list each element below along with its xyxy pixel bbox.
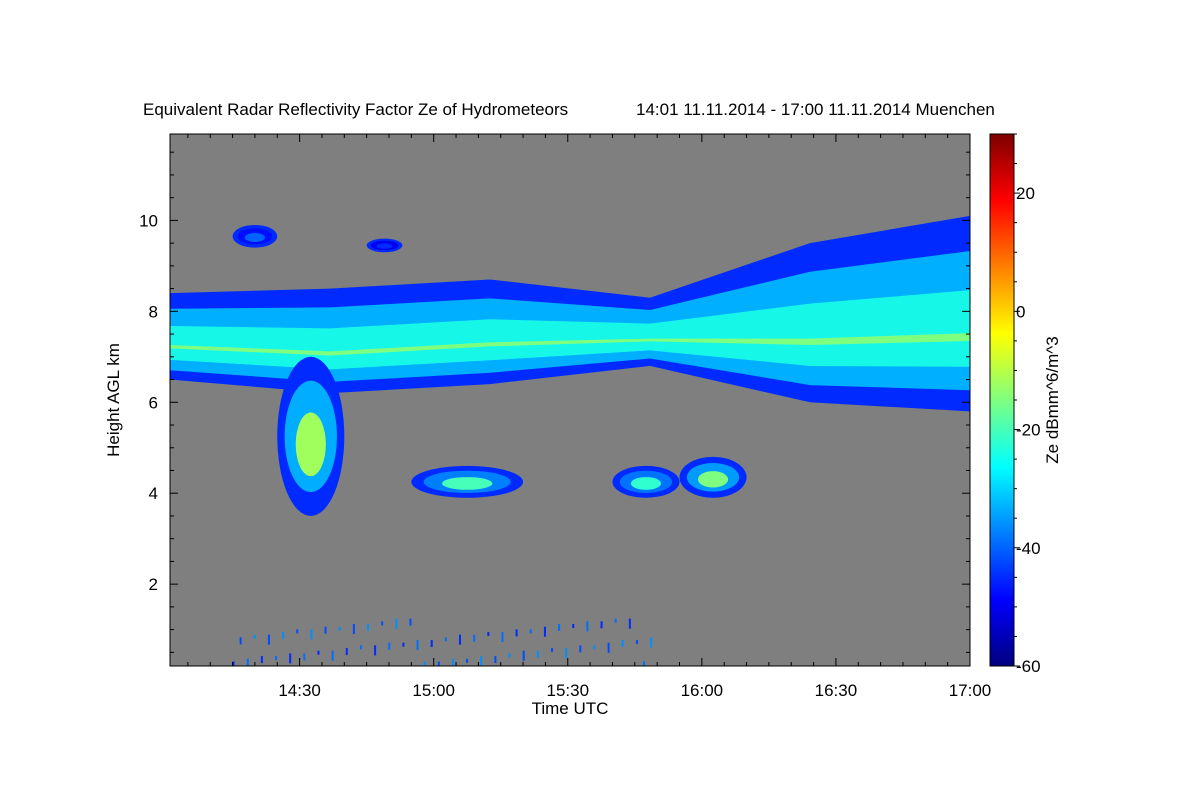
x-tick-label: 16:30 <box>815 681 858 700</box>
colorbar-tick-label: -60 <box>1016 657 1041 676</box>
region-boundary-layer-clutter <box>232 618 653 666</box>
colorbar-title: Ze dBmm^6/m^3 <box>1043 336 1062 463</box>
region-main-cloud-layer <box>170 215 970 412</box>
x-axis: 14:30 15:00 15:30 16:00 16:30 17:00 <box>187 134 992 700</box>
chart-subtitle: 14:01 11.11.2014 - 17:00 11.11.2014 Muen… <box>636 100 995 119</box>
region-mid-level-layer <box>679 456 747 498</box>
y-tick-label: 2 <box>149 575 158 594</box>
colorbar <box>989 133 1015 667</box>
x-tick-label: 15:00 <box>412 681 455 700</box>
region-mid-level-layer <box>612 465 680 498</box>
region-fall-streak <box>277 356 345 516</box>
y-tick-label: 8 <box>149 302 158 321</box>
region-cirrus-patch <box>366 238 403 253</box>
y-axis: 2 4 6 8 10 <box>139 151 970 653</box>
y-axis-title: Height AGL km <box>104 343 123 457</box>
y-tick-label: 6 <box>149 393 158 412</box>
x-tick-label: 14:30 <box>278 681 321 700</box>
colorbar-tick-label: -40 <box>1016 539 1041 558</box>
region-mid-level-layer <box>411 465 524 498</box>
region-cirrus-patch <box>232 224 278 248</box>
x-tick-label: 15:30 <box>546 681 589 700</box>
colorbar-axis: -60 -40 -20 0 20 <box>1014 133 1041 676</box>
y-tick-label: 10 <box>139 211 158 230</box>
colorbar-tick-label: -20 <box>1016 421 1041 440</box>
x-axis-title: Time UTC <box>532 699 609 718</box>
colorbar-tick-label: 0 <box>1016 302 1025 321</box>
plot-frame <box>169 133 971 667</box>
x-tick-label: 16:00 <box>681 681 724 700</box>
chart-title: Equivalent Radar Reflectivity Factor Ze … <box>143 100 568 119</box>
y-tick-label: 4 <box>149 484 158 503</box>
x-tick-label: 17:00 <box>949 681 992 700</box>
reflectivity-regions <box>170 215 970 666</box>
colorbar-tick-label: 20 <box>1016 184 1035 203</box>
